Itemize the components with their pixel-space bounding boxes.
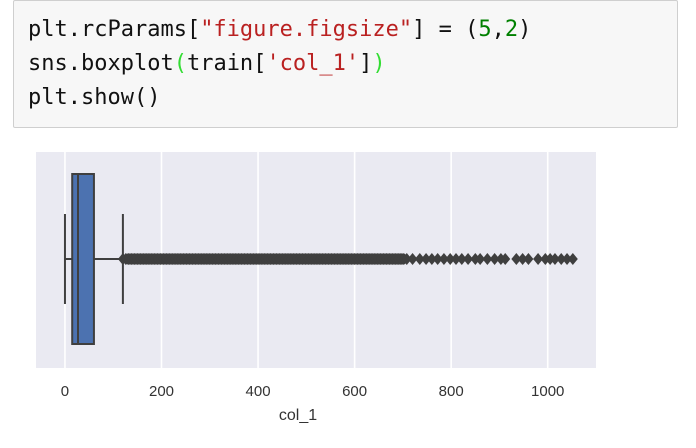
code-token: sns.boxplot [28,51,174,76]
outlier-marker [463,253,474,265]
code-token: plt.show() [28,85,161,110]
code-number: 2 [504,17,519,42]
code-token: ] = ( [412,17,479,42]
code-token: , [491,17,505,42]
output-area: 0 200 400 600 800 1000 col_1 [0,128,696,444]
x-tick-label: 0 [61,383,69,400]
code-cell[interactable]: plt.rcParams["figure.figsize"] = (5,2) s… [13,0,678,128]
outlier-marker [533,253,544,265]
code-line-2: sns.boxplot(train['col_1']) [28,49,386,79]
code-token: plt.rcParams[ [28,17,201,42]
outlier-marker [500,253,511,265]
outlier-marker [421,253,432,265]
code-line-1: plt.rcParams["figure.figsize"] = (5,2) [28,15,531,45]
outlier-marker [517,253,528,265]
outlier-marker [523,253,534,265]
x-axis-label: col_1 [279,407,317,424]
outlier-marker [549,253,560,265]
x-tick-label: 800 [439,383,464,400]
code-string: "figure.figsize" [200,17,413,42]
outlier-marker [475,253,486,265]
outlier-marker [562,253,573,265]
box-iqr [71,173,95,345]
outlier-marker [426,253,437,265]
outlier-marker [438,253,449,265]
x-tick-label: 1000 [531,383,564,400]
outlier-marker [401,253,412,265]
code-paren: ) [372,51,386,76]
code-string: 'col_1' [266,51,360,76]
outlier-marker [414,253,425,265]
code-token: ] [359,51,373,76]
code-number: 5 [478,17,492,42]
code-line-3: plt.show() [28,83,160,113]
code-paren: ( [173,51,187,76]
outlier-marker [567,253,578,265]
outlier-marker [407,253,418,265]
x-tick-label: 400 [246,383,271,400]
outlier-marker [511,253,522,265]
outlier-marker [556,253,567,265]
outlier-marker [445,253,456,265]
outlier-marker [482,253,493,265]
x-tick-label: 600 [342,383,367,400]
boxplot-chart: 0 200 400 600 800 1000 col_1 [36,152,596,424]
outlier-marker [489,253,500,265]
x-tick-label: 200 [149,383,174,400]
outlier-marker [456,253,467,265]
outlier-marker [432,253,443,265]
code-token: ) [518,17,532,42]
outlier-marker [451,253,461,265]
code-token: train[ [186,51,267,76]
